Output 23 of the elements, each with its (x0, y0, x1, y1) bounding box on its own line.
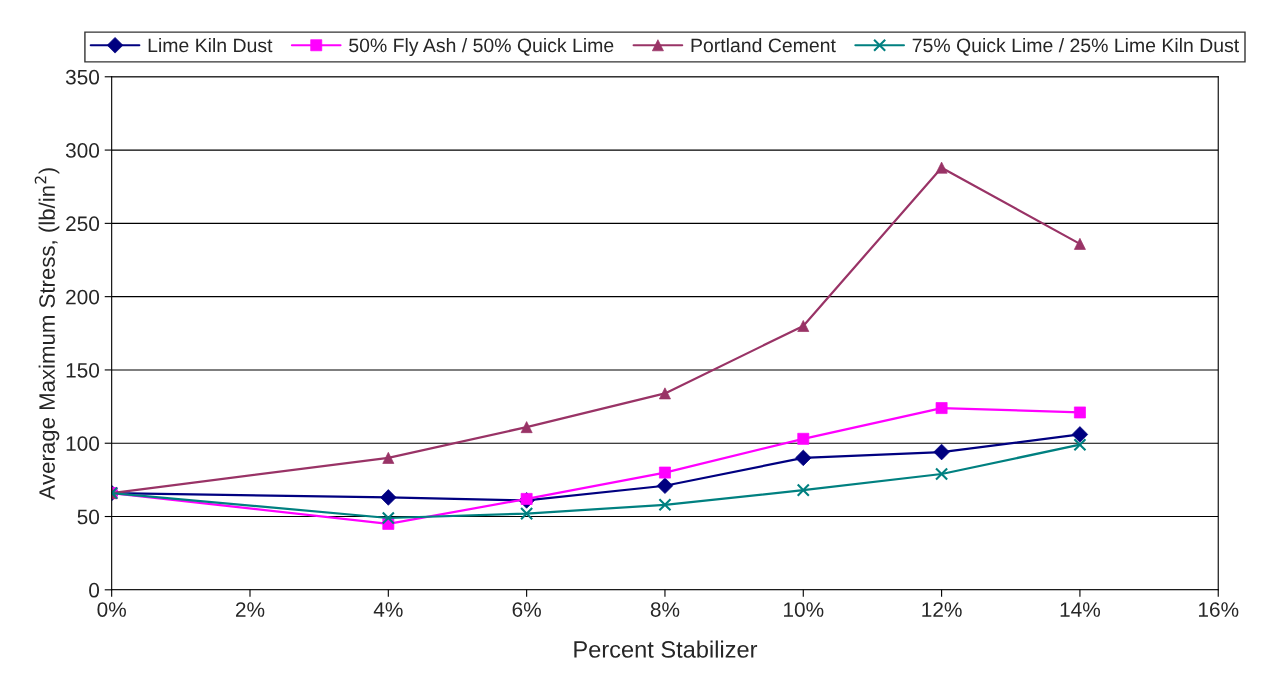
x-tick-label: 8% (650, 602, 680, 617)
x-tick-label: 4% (373, 602, 403, 617)
y-tick-label: 200 (66, 289, 100, 305)
legend-label: Lime Kiln Dust (148, 37, 273, 53)
x-tick-label: 16% (1198, 602, 1239, 617)
y-tick-label: 50 (77, 509, 100, 525)
x-tick-label: 12% (922, 602, 962, 617)
x-tick-label: 14% (1060, 602, 1101, 617)
y-tick-label: 350 (65, 69, 100, 85)
y-axis-title: Average Maximum Stress, (lb/in$^{2}$) (34, 168, 60, 500)
x-tick-label: 2% (235, 602, 265, 617)
x-tick-label: 10% (784, 602, 824, 617)
y-tick-label: 0 (89, 582, 100, 598)
y-tick-label: 250 (66, 216, 100, 232)
legend-label: 75% Quick Lime / 25% Lime Kiln Dust (912, 37, 1240, 56)
legend-label: 50% Fly Ash / 50% Quick Lime (349, 37, 614, 57)
x-tick-label: 0% (97, 602, 126, 617)
y-tick-label: 100 (66, 436, 100, 451)
x-tick-label: 6% (512, 602, 541, 617)
y-tick-label: 300 (65, 143, 100, 158)
y-tick-label: 150 (66, 362, 100, 378)
legend-label: Portland Cement (691, 37, 836, 53)
x-axis-title: Percent Stabilizer (574, 640, 758, 658)
